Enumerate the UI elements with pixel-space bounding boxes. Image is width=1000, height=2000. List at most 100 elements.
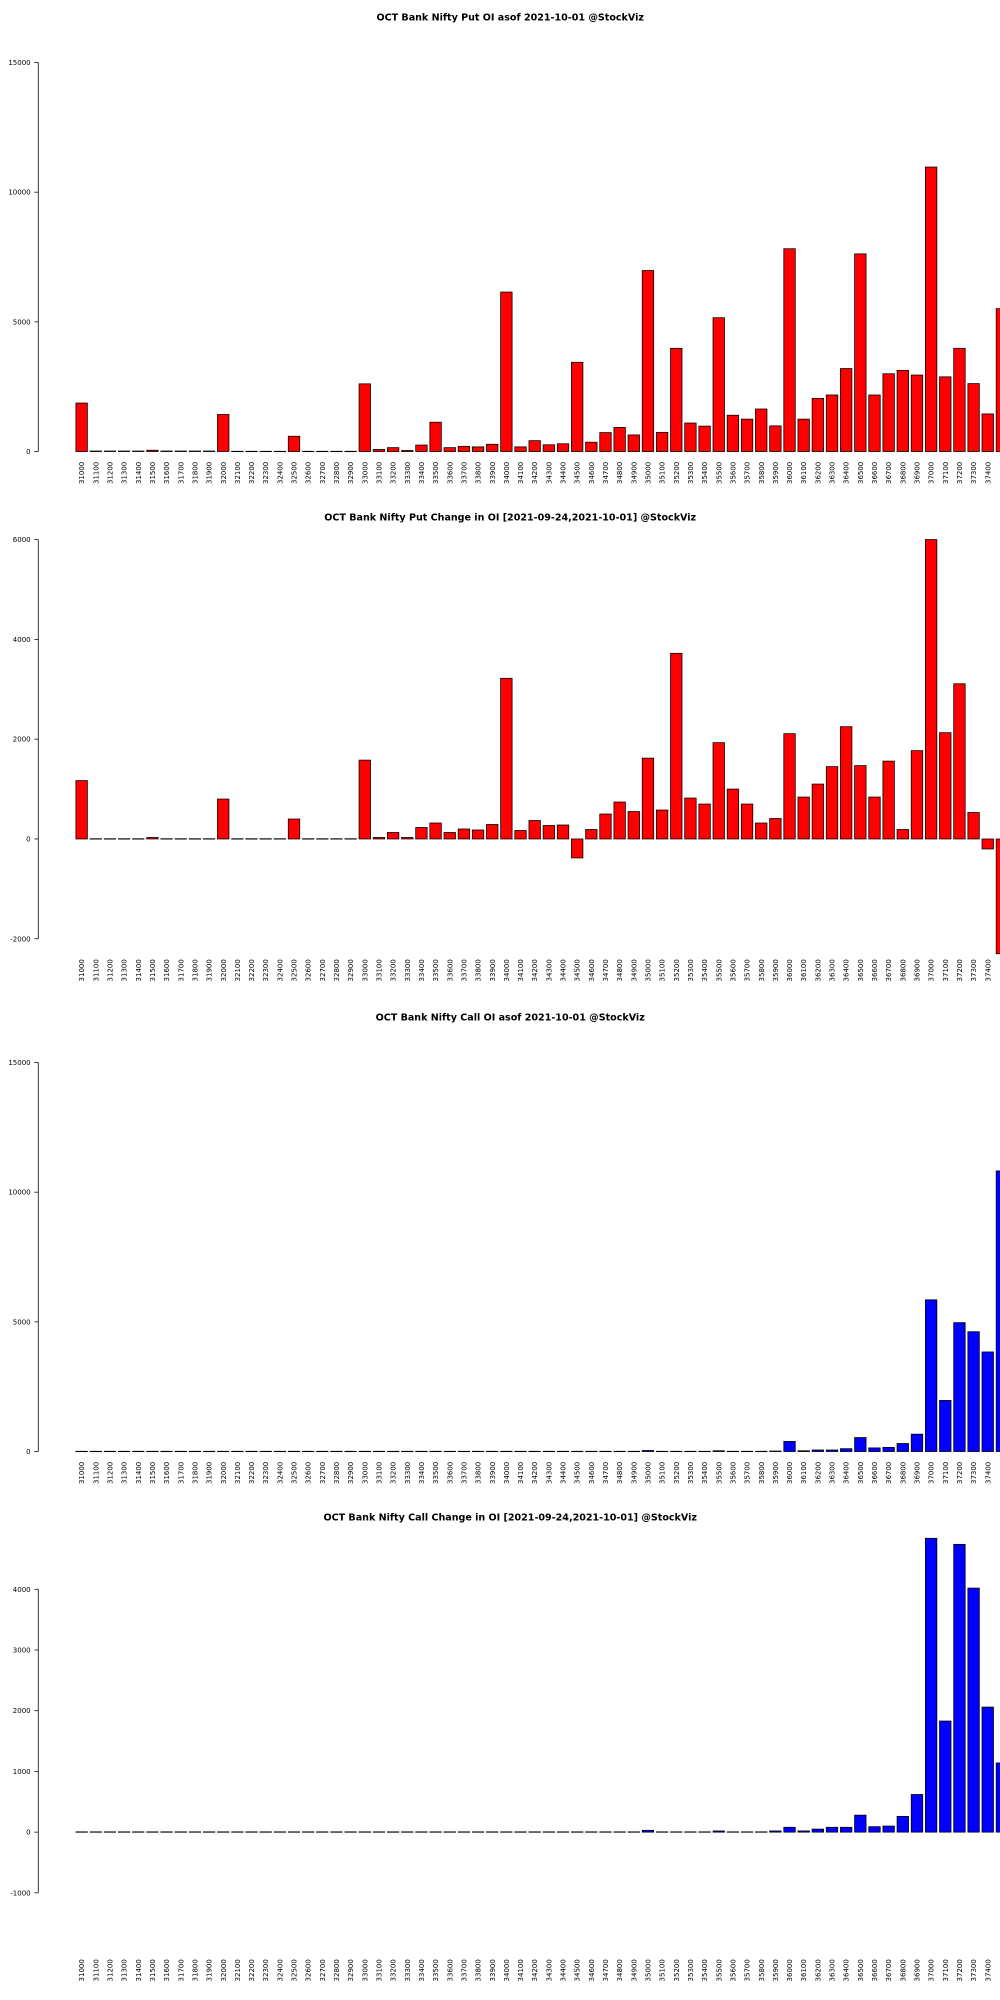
bar [925,166,938,452]
bar [840,1448,853,1452]
x-tick-label: 35500 [714,1959,723,1981]
y-tick-label: 10000 [8,188,30,197]
x-tick-label: 36600 [870,1959,879,1981]
x-tick-label: 32900 [346,959,355,981]
x-tick-label: 36900 [913,462,922,484]
bar [132,450,145,452]
bar [967,383,980,452]
x-tick-label: 36700 [884,462,893,484]
bar [811,783,824,840]
x-tick-label: 34700 [601,462,610,484]
x-tick-label: 32700 [318,462,327,484]
x-tick-label: 35800 [757,1959,766,1981]
x-tick-label: 31100 [91,462,100,484]
x-tick-label: 37000 [927,1959,936,1981]
x-tick-label: 31600 [162,959,171,981]
x-tick-label: 34700 [601,1462,610,1484]
x-tick-label: 36500 [856,462,865,484]
bar [953,347,966,452]
x-tick-label: 31400 [134,462,143,484]
bar [528,440,541,452]
x-tick-label: 35100 [658,959,667,981]
x-tick-label: 35000 [644,959,653,981]
x-tick-label: 37300 [969,1462,978,1484]
x-tick-label: 36600 [870,462,879,484]
bar [896,1815,909,1833]
x-tick-label: 31400 [134,1959,143,1981]
x-tick-label: 32800 [332,462,341,484]
bar [811,1449,824,1452]
bar [783,733,796,840]
bar [868,1826,881,1833]
bar [471,446,485,452]
x-tick-label: 32200 [247,959,256,981]
bar [542,444,555,452]
x-tick-label: 36400 [842,1462,851,1484]
bar [981,413,994,452]
bar [75,402,88,452]
bar [684,422,697,452]
x-tick-label: 34800 [615,462,624,484]
bar [783,1441,796,1452]
bar [769,1830,782,1833]
x-tick-label: 34400 [559,1462,568,1484]
bar [925,539,938,840]
x-tick-label: 31700 [176,462,185,484]
bar [811,397,824,452]
bar [89,450,102,452]
bar [740,803,754,840]
y-tick-label: 6000 [13,535,31,544]
x-tick-label: 35300 [686,462,695,484]
bar [571,838,584,859]
x-tick-label: 31700 [176,1959,185,1981]
bar [684,797,697,840]
y-tick-label: 15000 [8,1058,30,1067]
bar [655,809,669,840]
x-tick-label: 36600 [870,959,879,981]
x-tick-label: 34000 [502,959,511,981]
x-tick-label: 33100 [375,462,384,484]
x-tick-label: 32300 [261,1462,270,1484]
x-tick-label: 36400 [842,1959,851,1981]
bar [981,1706,994,1833]
x-tick-label: 32600 [304,462,313,484]
bar [910,374,924,452]
bar [486,824,499,840]
x-tick-label: 32100 [233,1462,242,1484]
bar [443,832,456,840]
x-tick-label: 33200 [389,1959,398,1981]
x-tick-label: 36900 [913,1959,922,1981]
bar [429,421,442,452]
bar [670,652,683,840]
bar [726,414,740,452]
x-tick-label: 34100 [516,462,525,484]
bar [825,1826,839,1833]
x-tick-label: 34200 [530,462,539,484]
x-tick-label: 37400 [983,462,992,484]
bar [372,837,386,840]
x-tick-label: 32800 [332,1462,341,1484]
x-tick-label: 37100 [941,959,950,981]
y-tick-label: 0 [26,1447,30,1456]
x-tick-label: 37100 [941,462,950,484]
bar [769,1450,782,1452]
x-tick-label: 32200 [247,1462,256,1484]
x-tick-label: 34800 [615,1959,624,1981]
x-tick-label: 34900 [629,1959,638,1981]
x-tick-label: 31800 [190,1462,199,1484]
x-tick-label: 34500 [573,1462,582,1484]
bar [712,317,725,452]
bar [712,742,725,840]
x-tick-label: 35900 [771,462,780,484]
bar [967,812,980,840]
x-tick-label: 35200 [672,1959,681,1981]
bar [599,432,612,452]
x-tick-label: 35700 [743,959,752,981]
x-tick-label: 33900 [488,959,497,981]
x-tick-label: 32200 [247,1959,256,1981]
bar [840,726,853,840]
bar [401,450,414,452]
bar [882,760,895,840]
x-tick-label: 32500 [290,462,299,484]
